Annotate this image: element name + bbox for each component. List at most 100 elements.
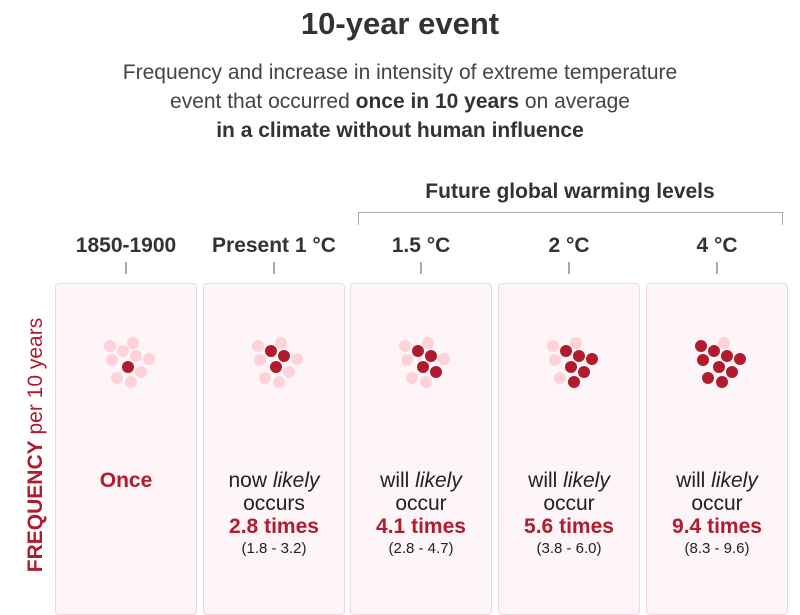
column-tick bbox=[568, 262, 570, 274]
page-title: 10-year event bbox=[300, 6, 500, 41]
frequency-value: 9.4 times bbox=[672, 515, 762, 538]
filled-dot bbox=[702, 372, 714, 384]
filled-dot bbox=[278, 350, 290, 362]
likelihood-text: will likely bbox=[528, 469, 610, 492]
filled-dot bbox=[270, 361, 282, 373]
column-header: 1850-1900 bbox=[75, 234, 177, 257]
subtitle-line-3: in a climate without human influence bbox=[216, 119, 584, 142]
subtitle-text: on average bbox=[519, 90, 630, 113]
range-text: (8.3 - 9.6) bbox=[684, 540, 750, 557]
column-tick bbox=[420, 262, 422, 274]
empty-dot bbox=[259, 372, 271, 384]
range-text: (1.8 - 3.2) bbox=[241, 540, 307, 557]
verb-text: occur bbox=[691, 492, 743, 515]
column-header: 4 °C bbox=[696, 234, 738, 257]
subtitle-line-2: event that occurred once in 10 years on … bbox=[0, 87, 800, 116]
empty-dot bbox=[135, 366, 147, 378]
filled-dot bbox=[726, 366, 738, 378]
empty-dot bbox=[106, 354, 118, 366]
filled-dot bbox=[412, 345, 424, 357]
filled-dot bbox=[713, 361, 725, 373]
future-bracket bbox=[358, 212, 783, 225]
future-warming-label: Future global warming levels bbox=[425, 180, 715, 203]
empty-dot bbox=[125, 376, 137, 388]
column-tick bbox=[125, 262, 127, 274]
range-text: (3.8 - 6.0) bbox=[536, 540, 602, 557]
empty-dot bbox=[254, 354, 266, 366]
y-label-rest: per 10 years bbox=[24, 317, 47, 441]
empty-dot bbox=[399, 340, 411, 352]
empty-dot bbox=[291, 353, 303, 365]
frequency-panel: will likely occur 5.6 times (3.8 - 6.0) bbox=[498, 283, 640, 615]
verb-text: occur bbox=[543, 492, 595, 515]
filled-dot bbox=[721, 350, 733, 362]
frequency-panel: will likely occur 9.4 times (8.3 - 9.6) bbox=[646, 283, 788, 615]
filled-dot bbox=[734, 353, 746, 365]
frequency-panel: Once bbox=[55, 283, 197, 615]
filled-dot bbox=[568, 376, 580, 388]
frequency-value: 2.8 times bbox=[229, 515, 319, 538]
filled-dot bbox=[573, 350, 585, 362]
filled-dot bbox=[695, 340, 707, 352]
frequency-value: 5.6 times bbox=[524, 515, 614, 538]
filled-dot bbox=[586, 353, 598, 365]
filled-dot bbox=[425, 350, 437, 362]
empty-dot bbox=[420, 376, 432, 388]
empty-dot bbox=[422, 337, 434, 349]
empty-dot bbox=[718, 337, 730, 349]
verb-text: occur bbox=[395, 492, 447, 515]
subtitle-text: event that occurred bbox=[170, 90, 356, 113]
empty-dot bbox=[401, 354, 413, 366]
likelihood-text: will likely bbox=[676, 469, 758, 492]
subtitle-emphasis: once in 10 years bbox=[355, 90, 520, 113]
empty-dot bbox=[275, 337, 287, 349]
filled-dot bbox=[716, 376, 728, 388]
panel-text: will likely occur 9.4 times (8.3 - 9.6) bbox=[647, 469, 787, 560]
panel-text: will likely occur 4.1 times (2.8 - 4.7) bbox=[351, 469, 491, 560]
empty-dot bbox=[549, 354, 561, 366]
empty-dot bbox=[111, 372, 123, 384]
subtitle: Frequency and increase in intensity of e… bbox=[0, 58, 800, 145]
empty-dot bbox=[283, 366, 295, 378]
subtitle-line-1: Frequency and increase in intensity of e… bbox=[122, 61, 678, 84]
frequency-value: Once bbox=[99, 469, 153, 492]
likelihood-text: now likely bbox=[228, 469, 320, 492]
column-header: 1.5 °C bbox=[391, 234, 451, 257]
frequency-panel: now likely occurs 2.8 times (1.8 - 3.2) bbox=[203, 283, 345, 615]
empty-dot bbox=[127, 337, 139, 349]
panel-text: Once bbox=[56, 469, 196, 492]
likelihood-text: will likely bbox=[380, 469, 462, 492]
y-axis-label: FREQUENCY per 10 years bbox=[24, 318, 48, 572]
empty-dot bbox=[104, 340, 116, 352]
panel-text: now likely occurs 2.8 times (1.8 - 3.2) bbox=[204, 469, 344, 560]
filled-dot bbox=[578, 366, 590, 378]
empty-dot bbox=[570, 337, 582, 349]
y-label-bold: FREQUENCY bbox=[24, 440, 47, 573]
empty-dot bbox=[130, 350, 142, 362]
filled-dot bbox=[417, 361, 429, 373]
column-header: Present 1 °C bbox=[212, 234, 336, 257]
filled-dot bbox=[565, 361, 577, 373]
frequency-panel: will likely occur 4.1 times (2.8 - 4.7) bbox=[350, 283, 492, 615]
frequency-value: 4.1 times bbox=[376, 515, 466, 538]
filled-dot bbox=[708, 345, 720, 357]
column-tick bbox=[716, 262, 718, 274]
empty-dot bbox=[554, 372, 566, 384]
range-text: (2.8 - 4.7) bbox=[388, 540, 454, 557]
empty-dot bbox=[406, 372, 418, 384]
empty-dot bbox=[438, 353, 450, 365]
filled-dot bbox=[122, 361, 134, 373]
filled-dot bbox=[697, 354, 709, 366]
filled-dot bbox=[265, 345, 277, 357]
empty-dot bbox=[273, 376, 285, 388]
panel-text: will likely occur 5.6 times (3.8 - 6.0) bbox=[499, 469, 639, 560]
column-tick bbox=[273, 262, 275, 274]
empty-dot bbox=[252, 340, 264, 352]
filled-dot bbox=[430, 366, 442, 378]
empty-dot bbox=[143, 353, 155, 365]
empty-dot bbox=[117, 345, 129, 357]
verb-text: occurs bbox=[243, 492, 305, 515]
empty-dot bbox=[547, 340, 559, 352]
filled-dot bbox=[560, 345, 572, 357]
column-header: 2 °C bbox=[548, 234, 590, 257]
